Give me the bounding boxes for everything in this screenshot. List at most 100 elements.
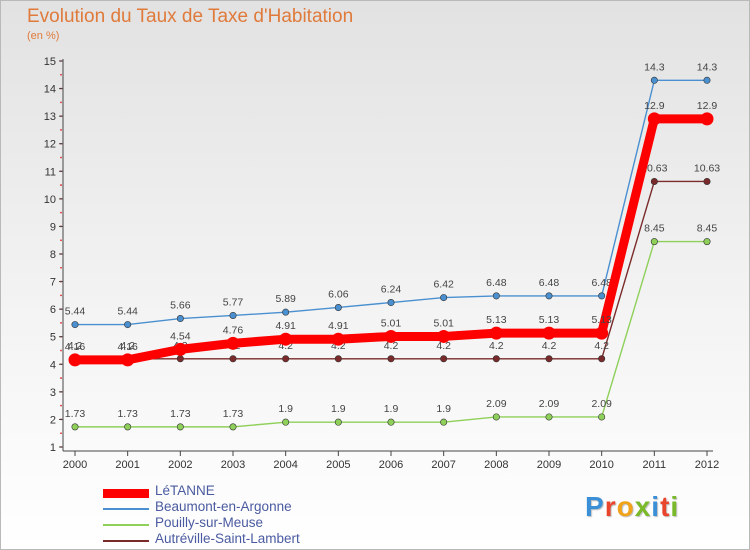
data-label: 5.01 — [433, 317, 454, 329]
x-tick-label: 2010 — [589, 459, 613, 471]
series-2: 1.73 1.73 1.73 1.73 1.9 1.9 1.9 1.9 2.09 2.09 2.09… — [65, 223, 717, 431]
legend-swatch — [103, 488, 149, 498]
data-label: 4.76 — [223, 324, 244, 336]
data-point — [545, 413, 553, 421]
data-point — [68, 353, 82, 367]
data-label: 1.73 — [117, 408, 138, 420]
data-point — [440, 355, 448, 363]
y-axis-minor-dot — [60, 184, 62, 186]
y-axis-minor-dot — [60, 101, 62, 104]
data-label: 5.89 — [275, 293, 296, 305]
data-point — [440, 418, 448, 426]
legend-label: Pouilly-sur-Meuse — [155, 515, 264, 530]
data-label: 5.44 — [117, 306, 138, 318]
x-tick-label: 2012 — [695, 459, 719, 471]
legend-label: LéTANNE — [155, 483, 215, 498]
x-tick-label: 2004 — [273, 459, 297, 471]
data-point — [71, 321, 79, 329]
logo-letter: o — [616, 491, 635, 522]
y-axis-minor-dot — [60, 322, 62, 324]
data-label: 4.91 — [328, 320, 349, 332]
logo-letter: P — [585, 491, 605, 522]
data-point — [703, 238, 711, 246]
y-axis-minor-dot — [60, 404, 62, 407]
data-label: 6.06 — [328, 288, 349, 300]
proxiti-logo: Proxiti — [585, 491, 679, 523]
data-label: 4.2 — [542, 340, 557, 352]
data-point — [229, 355, 237, 363]
y-tick-label: 11 — [45, 166, 56, 178]
y-tick-label: 5 — [50, 332, 56, 344]
data-point — [282, 418, 290, 426]
y-axis-minor-dot — [60, 211, 62, 214]
y-tick-label: 15 — [44, 56, 56, 68]
y-tick-label: 8 — [50, 249, 56, 261]
y-tick-label: 4 — [50, 359, 56, 371]
data-point — [334, 303, 342, 311]
data-label: 14.3 — [697, 61, 718, 73]
data-label: 4.2 — [68, 340, 83, 352]
data-label: 1.73 — [170, 408, 191, 420]
data-label: 6.48 — [486, 277, 507, 289]
series-1: 5.44 5.44 5.66 5.77 5.89 6.06 6.24 6.42 6.48 6.48… — [65, 61, 718, 329]
data-point — [492, 292, 500, 300]
y-axis-minor-dot — [60, 432, 62, 435]
legend-label: Beaumont-en-Argonne — [155, 499, 292, 514]
logo-letter: i — [670, 491, 680, 522]
data-point — [334, 418, 342, 426]
x-tick-label: 2008 — [484, 459, 508, 471]
data-label: 4.16 — [117, 341, 138, 353]
data-point — [334, 355, 342, 363]
data-point — [595, 326, 609, 340]
data-point — [440, 294, 448, 302]
data-point — [279, 332, 293, 346]
data-point — [598, 292, 606, 300]
data-label: 5.01 — [381, 317, 402, 329]
data-point — [331, 332, 345, 346]
data-label: 1.9 — [278, 403, 293, 415]
data-label: 6.24 — [381, 284, 402, 296]
data-point — [545, 292, 553, 300]
data-point — [387, 355, 395, 363]
x-tick-label: 2003 — [221, 459, 245, 471]
y-axis-minor-dot — [60, 129, 62, 131]
data-point — [492, 413, 500, 421]
x-tick-label: 2007 — [431, 459, 455, 471]
y-axis-minor-dot — [60, 239, 62, 242]
x-tick-label: 2009 — [537, 459, 561, 471]
chart-title: Evolution du Taux de Taxe d'Habitation — [27, 6, 354, 27]
y-tick-label: 13 — [44, 111, 56, 123]
data-point — [176, 315, 184, 323]
data-label: 5.66 — [170, 300, 191, 312]
legend-swatch — [103, 524, 149, 526]
data-label: 4.2 — [436, 340, 451, 352]
data-label: 1.9 — [331, 403, 346, 415]
y-axis-minor-dot — [60, 349, 62, 352]
data-label: 1.9 — [436, 403, 451, 415]
logo-letter: t — [660, 491, 671, 522]
x-tick-label: 2002 — [168, 459, 192, 471]
data-point — [647, 112, 661, 126]
logo-letter: i — [651, 491, 661, 522]
data-point — [121, 353, 135, 367]
x-tick-label: 2005 — [326, 459, 350, 471]
legend-label: Autréville-Saint-Lambert — [155, 531, 300, 546]
y-axis-minor-dot — [60, 156, 62, 159]
data-point — [703, 177, 711, 185]
data-point — [124, 321, 132, 329]
legend-swatch — [103, 508, 149, 510]
data-point — [229, 311, 237, 319]
data-point — [282, 308, 290, 316]
data-label: 1.73 — [65, 408, 86, 420]
data-label: 5.13 — [486, 314, 507, 326]
data-label: 14.3 — [644, 61, 665, 73]
x-tick-label: 2001 — [115, 459, 139, 471]
data-label: 6.48 — [539, 277, 560, 289]
data-label: 12.9 — [697, 100, 718, 112]
data-label: 4.2 — [120, 340, 135, 352]
data-label: 4.54 — [170, 330, 191, 342]
data-point — [650, 76, 658, 84]
x-tick-label: 2000 — [63, 459, 87, 471]
data-point — [384, 329, 398, 343]
